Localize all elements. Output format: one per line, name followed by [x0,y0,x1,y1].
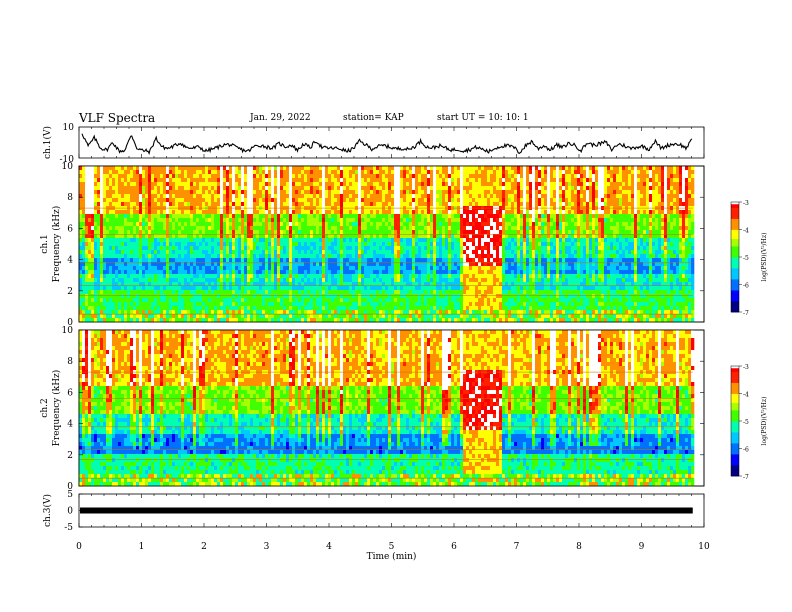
ytick-label: 2 [67,451,73,461]
xtick-label: 10 [698,542,710,552]
xtick-label: 7 [514,542,520,552]
xtick-label: 9 [639,542,645,552]
ytick-label: 6 [67,224,73,234]
xtick-label: 6 [451,542,457,552]
ch1-colorbar [731,202,739,312]
xtick-label: 1 [139,542,145,552]
ytick-label: 8 [67,357,73,367]
ch1-waveform-line [82,134,692,154]
colorbar-tick-label: -7 [743,310,749,317]
xtick-label: 8 [576,542,582,552]
ch2-ylabel: ch.2 [40,398,50,417]
ytick-label: 5 [67,490,73,500]
colorbar-tick-label: -7 [743,474,749,481]
ch1-freq-label: Frequency (kHz) [51,206,62,283]
ytick-label: 6 [67,388,73,398]
ch1-waveform-axes [79,127,704,158]
colorbar-label: log(PSD)(V²/Hz) [761,233,768,282]
ch3-ylabel: ch.3(V) [42,494,53,527]
ytick-label: 10 [62,162,74,172]
colorbar-tick-label: -4 [743,228,749,235]
colorbar-tick-label: -3 [743,364,749,371]
colorbar-tick-label: -5 [743,419,749,426]
colorbar-tick-label: -6 [743,447,749,454]
xtick-label: 3 [264,542,270,552]
colorbar-tick-label: -6 [743,283,749,290]
ytick-label: 2 [67,287,73,297]
ch2-colorbar [731,366,739,476]
xtick-label: 2 [201,542,207,552]
ytick-label: 4 [67,420,73,430]
colorbar-tick-label: -4 [743,392,749,399]
ytick-label: 0 [67,507,73,517]
colorbar-label: log(PSD)(V²/Hz) [761,397,768,446]
colorbar-tick-label: -5 [743,255,749,262]
xtick-label: 0 [76,542,82,552]
ch1-spectrogram [79,166,694,322]
ch2-spectrogram [79,330,694,486]
ch3-waveform-line [80,508,693,514]
ch2-freq-label: Frequency (kHz) [51,370,62,447]
ytick-label: 10 [62,326,74,336]
colorbar-tick-label: -3 [743,200,749,207]
x-axis-label: Time (min) [367,551,417,562]
ytick-label: 8 [67,193,73,203]
ytick-label: -5 [64,523,73,533]
ch1-ylabel: ch.1(V) [42,126,53,159]
ytick-label: 10 [63,123,75,133]
vlf-figure: 10-10ch.1(V)0246810ch.1 Frequency (kHz)-3… [0,0,792,612]
ytick-label: 4 [67,256,73,266]
xtick-label: 5 [389,542,395,552]
xtick-label: 4 [326,542,332,552]
ch1-ylabel: ch.1 [40,234,50,253]
